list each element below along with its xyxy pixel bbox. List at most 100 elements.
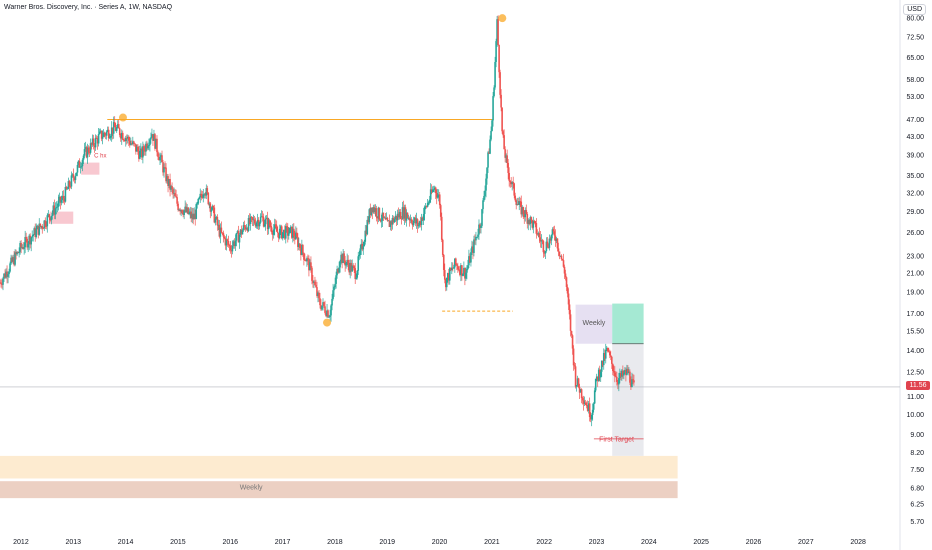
candle-body xyxy=(383,217,386,219)
candle-body xyxy=(389,221,392,228)
candle-body xyxy=(303,252,305,260)
target-risk-zone xyxy=(612,343,644,456)
candle-body xyxy=(629,371,631,383)
candle-body xyxy=(117,124,120,129)
candle-body xyxy=(39,223,42,228)
candle-body xyxy=(187,207,189,214)
candle-body xyxy=(438,194,441,206)
candle-body xyxy=(279,226,282,229)
candle-body xyxy=(562,260,565,267)
candle-body xyxy=(31,236,34,238)
candle-body xyxy=(355,277,358,280)
candle-body xyxy=(571,335,574,349)
y-tick-label: 14.00 xyxy=(906,348,924,355)
candle-body xyxy=(612,363,614,372)
candle-body xyxy=(454,258,456,268)
candle-body xyxy=(133,141,135,144)
candle-body xyxy=(370,207,373,216)
candle-body xyxy=(69,186,72,188)
candle-body xyxy=(584,402,587,406)
candle-body xyxy=(101,136,104,139)
candle-body xyxy=(384,217,387,220)
candle-body xyxy=(289,227,291,234)
candle-body xyxy=(146,143,148,149)
candle-body xyxy=(624,369,626,373)
candle-body xyxy=(613,371,615,373)
candle-body xyxy=(81,159,84,167)
candle-body xyxy=(548,238,551,248)
candle-body xyxy=(596,376,599,381)
candle-body xyxy=(431,189,434,193)
candle-body xyxy=(2,278,4,285)
candle-body xyxy=(359,248,362,256)
candle-body xyxy=(138,151,140,159)
candle-body xyxy=(68,181,71,187)
candle-body xyxy=(324,306,326,313)
candle-body xyxy=(360,243,363,249)
candle-body xyxy=(131,143,133,145)
candle-body xyxy=(483,195,485,201)
y-tick-label: 19.00 xyxy=(906,290,924,297)
candle-body xyxy=(496,19,498,42)
candle-body xyxy=(242,225,245,231)
candle-body xyxy=(511,182,513,185)
candle-body xyxy=(188,212,190,214)
candle-body xyxy=(137,146,139,152)
candle-body xyxy=(430,189,433,193)
candle-body xyxy=(494,61,496,88)
candle-body xyxy=(172,189,174,194)
currency-badge[interactable]: USD xyxy=(903,4,926,15)
x-tick-label: 2019 xyxy=(379,539,395,546)
y-tick-label: 65.00 xyxy=(906,55,924,62)
candle-body xyxy=(58,196,61,201)
candle-body xyxy=(95,137,98,139)
candle-body xyxy=(343,253,345,261)
candle-body xyxy=(181,209,183,214)
candle-body xyxy=(174,193,176,197)
y-tick-label: 6.25 xyxy=(910,502,924,509)
candle-body xyxy=(62,196,65,199)
y-tick-label: 39.00 xyxy=(906,153,924,160)
candle-body xyxy=(336,268,338,276)
candle-body xyxy=(459,269,461,275)
candle-body xyxy=(633,380,635,383)
candle-body xyxy=(501,107,503,132)
candle-body xyxy=(176,197,178,204)
y-tick-label: 8.20 xyxy=(910,450,924,457)
candle-body xyxy=(397,213,400,218)
candle-body xyxy=(443,270,446,280)
candle-body xyxy=(54,208,57,215)
candle-body xyxy=(136,146,138,152)
candle-body xyxy=(373,207,376,213)
candle-body xyxy=(295,232,297,240)
candle-body xyxy=(506,155,508,163)
candle-body xyxy=(298,243,300,247)
candle-body xyxy=(153,134,155,141)
candle-body xyxy=(113,122,116,128)
candle-body xyxy=(392,217,395,223)
weekly-zone xyxy=(0,481,678,499)
candle-body xyxy=(503,135,505,150)
candle-body xyxy=(554,235,557,242)
candle-body xyxy=(38,223,41,235)
candle-body xyxy=(572,348,575,366)
candle-body xyxy=(45,226,48,227)
candle-body xyxy=(86,147,89,158)
candle-body xyxy=(278,228,281,239)
candle-body xyxy=(480,225,482,228)
candle-body xyxy=(19,243,21,252)
candle-body xyxy=(594,378,597,391)
candle-body xyxy=(598,369,601,378)
candle-body xyxy=(493,87,495,97)
candle-body xyxy=(3,273,5,279)
y-tick-label: 26.00 xyxy=(906,230,924,237)
candle-body xyxy=(576,378,579,386)
candle-body xyxy=(502,131,504,136)
candle-body xyxy=(631,379,633,388)
candle-body xyxy=(46,215,49,227)
candle-body xyxy=(99,130,102,132)
candle-body xyxy=(478,224,480,235)
y-tick-label: 11.00 xyxy=(907,394,924,401)
candle-body xyxy=(109,135,112,138)
